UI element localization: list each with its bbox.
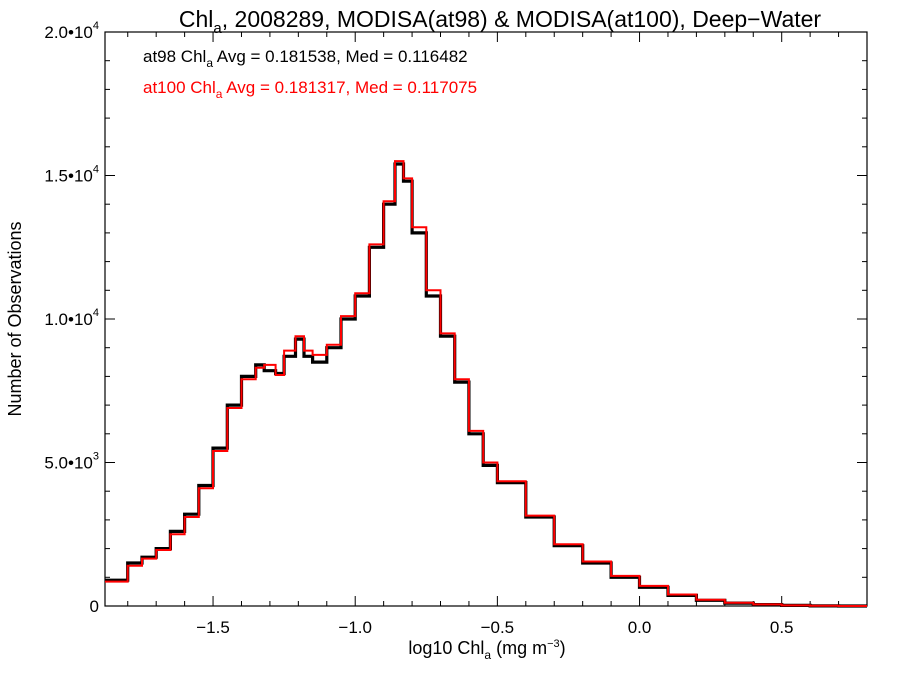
y-tick-base: 1.0•10 <box>44 310 93 329</box>
annotation-at98-prefix: at98 Chl <box>143 47 206 66</box>
y-tick-base: 2.0•10 <box>44 23 93 42</box>
chart-title: Chla, 2008289, MODISA(at98) & MODISA(at1… <box>179 6 822 37</box>
annotation-at98-text: Avg = 0.181538, Med = 0.116482 <box>213 47 468 66</box>
y-tick-exponent: 3 <box>93 451 99 463</box>
annotation-at100-text: Avg = 0.181317, Med = 0.117075 <box>222 78 477 97</box>
x-tick-label: −1.0 <box>338 618 372 637</box>
y-tick-exponent: 4 <box>93 307 99 319</box>
y-tick-label: 5.0•103 <box>44 451 99 473</box>
title-prefix: Chl <box>179 6 214 32</box>
y-tick-exponent: 4 <box>93 164 99 176</box>
y-axis-label: Number of Observations <box>5 221 25 416</box>
series-layer <box>105 160 867 608</box>
series-line-0 <box>105 162 867 608</box>
y-tick-exponent: 4 <box>93 20 99 32</box>
annotation-at98-subscript: a <box>206 56 213 70</box>
x-tick-label: 0.5 <box>770 618 794 637</box>
y-tick-base: 0 <box>90 597 99 616</box>
title-subscript: a <box>213 20 222 37</box>
annotation-at100-prefix: at100 Chl <box>143 78 216 97</box>
xlabel-superscript: −3 <box>547 638 560 650</box>
annotation-at98: at98 Chla Avg = 0.181538, Med = 0.116482 <box>143 47 468 70</box>
x-axis-label: log10 Chla (mg m−3) <box>408 638 565 662</box>
xlabel-middle: (mg m <box>491 638 547 658</box>
x-tick-label: −1.5 <box>196 618 230 637</box>
y-tick-label: 2.0•104 <box>44 20 99 42</box>
title-suffix: , 2008289, MODISA(at98) & MODISA(at100),… <box>222 6 822 32</box>
y-tick-label: 0 <box>90 597 99 616</box>
x-tick-label: 0.0 <box>628 618 652 637</box>
tick-group: −1.5 −1.0 −0.5 0.0 0.505.0•1031.0•1041.5•104… <box>44 20 867 637</box>
y-tick-label: 1.5•104 <box>44 164 99 186</box>
y-tick-label: 1.0•104 <box>44 307 99 329</box>
xlabel-end: ) <box>560 638 566 658</box>
annotation-at100-subscript: a <box>216 87 223 101</box>
plot-frame <box>104 31 868 607</box>
xlabel-subscript: a <box>484 648 491 662</box>
annotation-at100: at100 Chla Avg = 0.181317, Med = 0.11707… <box>143 78 477 101</box>
series-line-1 <box>105 160 867 607</box>
xlabel-prefix: log10 Chl <box>408 638 484 658</box>
y-tick-base: 1.5•10 <box>44 167 93 186</box>
x-tick-label: −0.5 <box>481 618 515 637</box>
y-tick-base: 5.0•10 <box>44 454 93 473</box>
